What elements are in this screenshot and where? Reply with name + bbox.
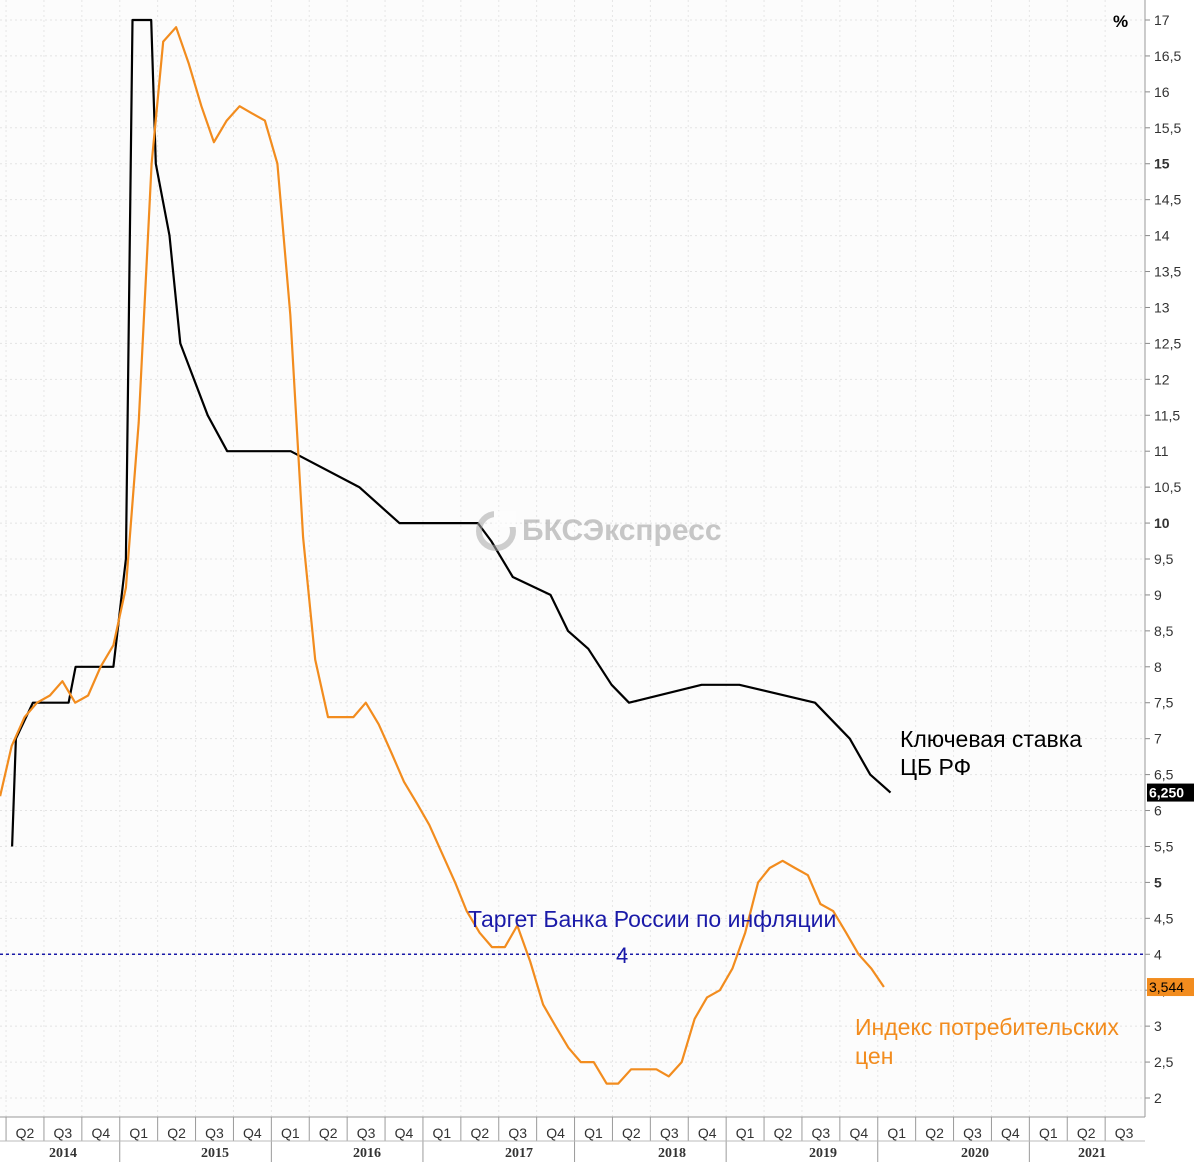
watermark: БКСЭкспресс: [476, 508, 722, 554]
key-rate-annotation-line2: ЦБ РФ: [900, 754, 972, 780]
key-rate-annotation-line1: Ключевая ставка: [900, 726, 1083, 752]
x-quarter-label: Q3: [205, 1125, 224, 1141]
x-quarter-label: Q2: [16, 1125, 35, 1141]
x-quarter-label: Q1: [1039, 1125, 1058, 1141]
x-quarter-label: Q3: [54, 1125, 73, 1141]
x-quarter-label: Q4: [243, 1125, 262, 1141]
x-quarter-label: Q1: [887, 1125, 906, 1141]
y-tick-label: 4: [1154, 946, 1162, 962]
y-tick-label: 10,5: [1154, 479, 1181, 495]
x-quarter-label: Q2: [167, 1125, 186, 1141]
y-tick-label: 3: [1154, 1018, 1162, 1034]
key-rate-value-badge: [1147, 783, 1194, 802]
y-tick-label: 15,5: [1154, 120, 1181, 136]
y-tick-label: 11,5: [1154, 407, 1180, 423]
x-quarter-label: Q4: [395, 1125, 414, 1141]
cpi-annotation-line1: Индекс потребительских: [855, 1014, 1119, 1040]
y-tick-label: 15: [1154, 156, 1170, 172]
y-tick-label: 9,5: [1154, 551, 1174, 567]
x-quarter-label: Q2: [774, 1125, 793, 1141]
x-quarter-label: Q1: [433, 1125, 452, 1141]
y-tick-label: 9: [1154, 587, 1162, 603]
x-quarter-label: Q4: [698, 1125, 717, 1141]
y-tick-label: 5,5: [1154, 838, 1174, 854]
x-year-label: 2018: [658, 1146, 686, 1161]
x-quarter-label: Q1: [129, 1125, 148, 1141]
x-year-label: 2017: [505, 1146, 533, 1161]
y-tick-label: 2: [1154, 1090, 1162, 1106]
y-tick-label: 13: [1154, 299, 1170, 315]
x-quarter-label: Q2: [1077, 1125, 1096, 1141]
y-tick-label: 10: [1154, 515, 1170, 531]
x-quarter-label: Q3: [1115, 1125, 1134, 1141]
y-tick-label: 5: [1154, 874, 1162, 890]
y-tick-label: 6,5: [1154, 767, 1174, 783]
y-unit-label: %: [1113, 12, 1128, 31]
watermark-text: БКСЭкспресс: [522, 514, 722, 547]
x-year-label: 2014: [49, 1146, 77, 1161]
x-year-label: 2021: [1078, 1146, 1106, 1161]
x-quarter-label: Q2: [622, 1125, 641, 1141]
x-quarter-label: Q3: [508, 1125, 527, 1141]
x-quarter-label: Q4: [91, 1125, 110, 1141]
key-rate-value-label: 6,250: [1149, 785, 1184, 801]
key-rate-line: [11, 18, 892, 847]
y-tick-label: 14,5: [1154, 192, 1181, 208]
cpi-value-label: 3,544: [1149, 979, 1184, 995]
watermark-logo-icon: [476, 511, 516, 551]
y-tick-label: 7: [1154, 731, 1162, 747]
x-year-label: 2015: [201, 1146, 229, 1161]
y-tick-label: 8: [1154, 659, 1162, 675]
cpi-value-badge: [1147, 978, 1194, 997]
x-quarter-label: Q3: [357, 1125, 376, 1141]
y-tick-label: 6: [1154, 803, 1162, 819]
x-quarter-label: Q4: [546, 1125, 565, 1141]
cpi-annotation-line2: цен: [855, 1043, 894, 1069]
y-tick-label: 12,5: [1154, 335, 1181, 351]
x-quarter-label: Q3: [812, 1125, 831, 1141]
y-tick-label: 7,5: [1154, 695, 1174, 711]
y-tick-label: 4,5: [1154, 910, 1174, 926]
y-tick-label: 2,5: [1154, 1054, 1174, 1070]
x-quarter-label: Q3: [660, 1125, 679, 1141]
x-year-label: 2020: [961, 1146, 989, 1161]
x-quarter-label: Q2: [925, 1125, 944, 1141]
target-value-label: 4: [616, 943, 629, 968]
y-tick-label: 11: [1154, 443, 1169, 459]
x-quarter-label: Q1: [584, 1125, 603, 1141]
target-annotation: Таргет Банка России по инфляции: [468, 906, 837, 932]
x-year-label: 2016: [353, 1146, 381, 1161]
y-tick-label: 16,5: [1154, 48, 1181, 64]
y-tick-label: 16: [1154, 84, 1170, 100]
y-tick-label: 17: [1154, 12, 1170, 28]
cpi-line: [0, 26, 885, 1085]
y-tick-label: 8,5: [1154, 623, 1174, 639]
x-quarter-label: Q1: [281, 1125, 300, 1141]
x-quarter-label: Q2: [319, 1125, 338, 1141]
y-tick-label: 14: [1154, 228, 1170, 244]
x-quarter-label: Q4: [1001, 1125, 1020, 1141]
x-quarter-label: Q4: [849, 1125, 868, 1141]
x-year-label: 2019: [809, 1146, 837, 1161]
y-tick-label: 12: [1154, 371, 1170, 387]
x-quarter-label: Q2: [470, 1125, 489, 1141]
x-quarter-label: Q3: [963, 1125, 982, 1141]
x-quarter-label: Q1: [736, 1125, 755, 1141]
y-tick-label: 13,5: [1154, 264, 1181, 280]
